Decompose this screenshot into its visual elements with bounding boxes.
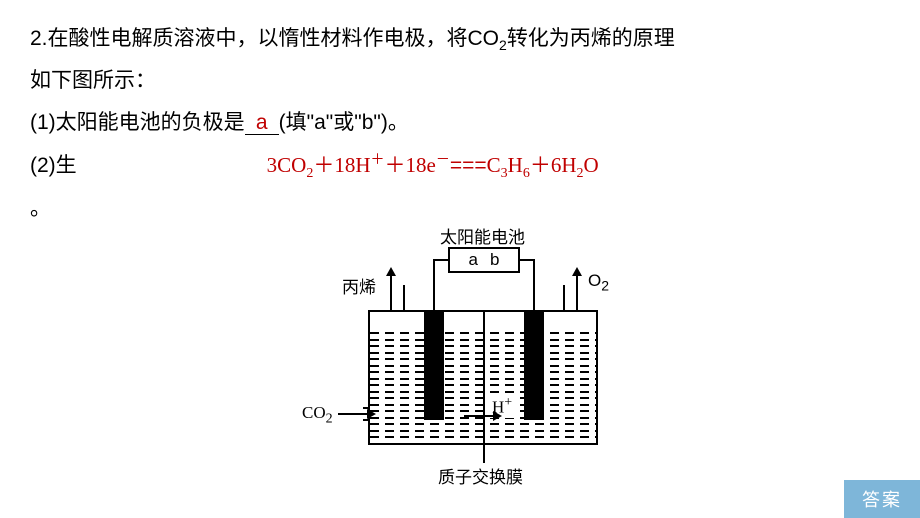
battery-terminal-b: b bbox=[490, 250, 499, 269]
wire-left-v bbox=[433, 259, 435, 311]
question-number: 2. bbox=[30, 27, 48, 50]
feed-tube-bot bbox=[363, 419, 369, 421]
answer-button-label: 答案 bbox=[862, 490, 902, 510]
anode-electrode bbox=[524, 310, 544, 420]
question-stem-line1: 2.在酸性电解质溶液中，以惰性材料作电极，将CO2转化为丙烯的原理 bbox=[30, 18, 890, 60]
ion-arrow bbox=[464, 415, 494, 417]
right-outlet-arrow bbox=[576, 275, 578, 311]
electrolysis-diagram: 太阳能电池 ab 丙烯 O2 H+ CO2 bbox=[290, 235, 650, 495]
q2-prefix: (2)生 bbox=[30, 145, 77, 187]
electrode-equation: 3CO2＋18H＋＋18e－===C3H6＋6H2O bbox=[267, 144, 599, 188]
proton-exchange-membrane bbox=[483, 310, 485, 445]
left-outlet-arrow bbox=[390, 275, 392, 311]
q1-answer-blank: a bbox=[245, 111, 279, 135]
membrane-pointer bbox=[483, 445, 485, 463]
feed-arrow bbox=[338, 413, 368, 415]
cathode-electrode bbox=[424, 310, 444, 420]
right-gas-label: O2 bbox=[588, 271, 609, 293]
question-stem-line2: 如下图所示： bbox=[30, 60, 890, 102]
wire-left-h bbox=[433, 259, 448, 261]
right-outlet-tube bbox=[563, 285, 565, 311]
membrane-label: 质子交换膜 bbox=[438, 463, 523, 488]
battery-terminal-a: a bbox=[469, 250, 478, 269]
feed-label: CO2 bbox=[302, 403, 333, 427]
left-outlet-tube bbox=[403, 285, 405, 311]
co2-sub: 2 bbox=[499, 37, 507, 53]
wire-right-v bbox=[533, 259, 535, 311]
sub-question-1: (1)太阳能电池的负极是a(填"a"或"b")。 bbox=[30, 102, 890, 144]
answer-button[interactable]: 答案 bbox=[844, 480, 920, 518]
left-gas-label: 丙烯 bbox=[342, 273, 376, 298]
battery-box: ab bbox=[448, 247, 520, 273]
sub-question-2-row: (2)生 3CO2＋18H＋＋18e－===C3H6＋6H2O bbox=[30, 144, 890, 188]
feed-tube-top bbox=[363, 407, 369, 409]
battery-label: 太阳能电池 bbox=[440, 223, 525, 248]
